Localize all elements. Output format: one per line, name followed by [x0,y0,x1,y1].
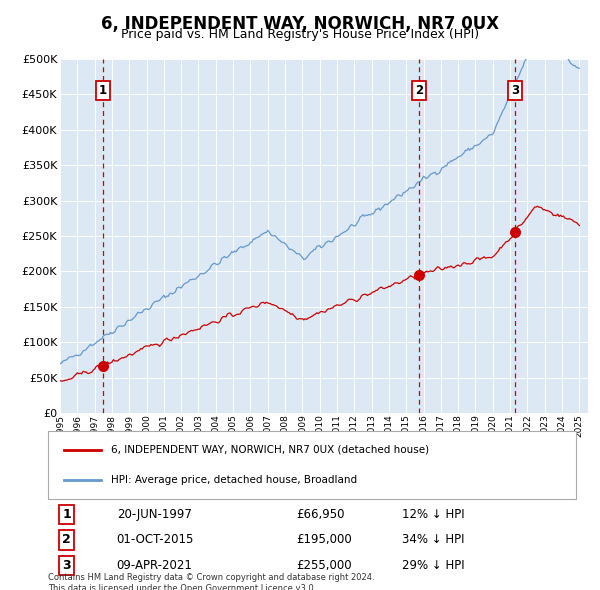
Text: 20-JUN-1997: 20-JUN-1997 [116,508,191,521]
Text: HPI: Average price, detached house, Broadland: HPI: Average price, detached house, Broa… [112,474,358,484]
Text: Price paid vs. HM Land Registry's House Price Index (HPI): Price paid vs. HM Land Registry's House … [121,28,479,41]
Text: 2: 2 [62,533,71,546]
Text: 34% ↓ HPI: 34% ↓ HPI [402,533,464,546]
Text: 2: 2 [415,84,423,97]
Text: 12% ↓ HPI: 12% ↓ HPI [402,508,464,521]
Text: £255,000: £255,000 [296,559,352,572]
Text: £195,000: £195,000 [296,533,352,546]
Text: 29% ↓ HPI: 29% ↓ HPI [402,559,464,572]
Text: 3: 3 [62,559,71,572]
Text: 1: 1 [98,84,107,97]
Text: 3: 3 [511,84,519,97]
Text: Contains HM Land Registry data © Crown copyright and database right 2024.
This d: Contains HM Land Registry data © Crown c… [48,573,374,590]
Text: 6, INDEPENDENT WAY, NORWICH, NR7 0UX: 6, INDEPENDENT WAY, NORWICH, NR7 0UX [101,15,499,33]
Text: 01-OCT-2015: 01-OCT-2015 [116,533,194,546]
Text: 6, INDEPENDENT WAY, NORWICH, NR7 0UX (detached house): 6, INDEPENDENT WAY, NORWICH, NR7 0UX (de… [112,445,430,455]
Text: £66,950: £66,950 [296,508,344,521]
Text: 09-APR-2021: 09-APR-2021 [116,559,193,572]
Text: 1: 1 [62,508,71,521]
